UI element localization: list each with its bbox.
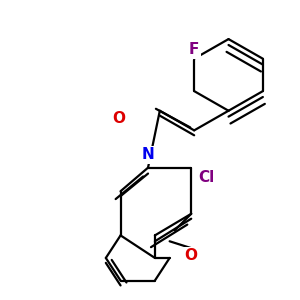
Text: Cl: Cl [198,170,214,185]
Text: O: O [185,248,198,263]
Text: O: O [112,111,125,126]
Text: F: F [189,42,200,57]
Text: N: N [142,147,154,162]
